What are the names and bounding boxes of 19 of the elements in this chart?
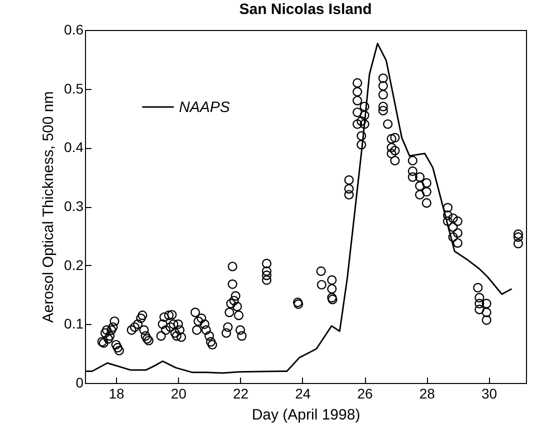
y-tick-label: 0.2 (64, 256, 84, 273)
line-series (84, 42, 512, 374)
y-tick-label: 0.1 (64, 316, 84, 332)
chart-title: San Nicolas Island (239, 1, 372, 18)
x-tick-label: 24 (295, 386, 311, 402)
y-tick-label: 0.5 (64, 80, 84, 96)
x-tick-label: 18 (108, 386, 125, 402)
y-tick-label: 0.3 (64, 198, 84, 214)
x-tick-label: 20 (170, 386, 187, 402)
x-tick-label: 26 (357, 386, 374, 402)
y-tick-label: 0 (76, 374, 84, 390)
y-tick-label: 0.4 (64, 139, 84, 156)
x-tick-label: 22 (232, 386, 249, 402)
y-axis-title: Aerosol Optical Thickness, 500 nm (40, 91, 58, 323)
x-tick-label: 28 (419, 386, 436, 402)
y-tick-label: 0.6 (64, 22, 84, 38)
legend-label: NAAPS (179, 99, 230, 116)
x-tick-label: 30 (481, 386, 498, 402)
x-axis-title: Day (April 1998) (252, 406, 360, 424)
